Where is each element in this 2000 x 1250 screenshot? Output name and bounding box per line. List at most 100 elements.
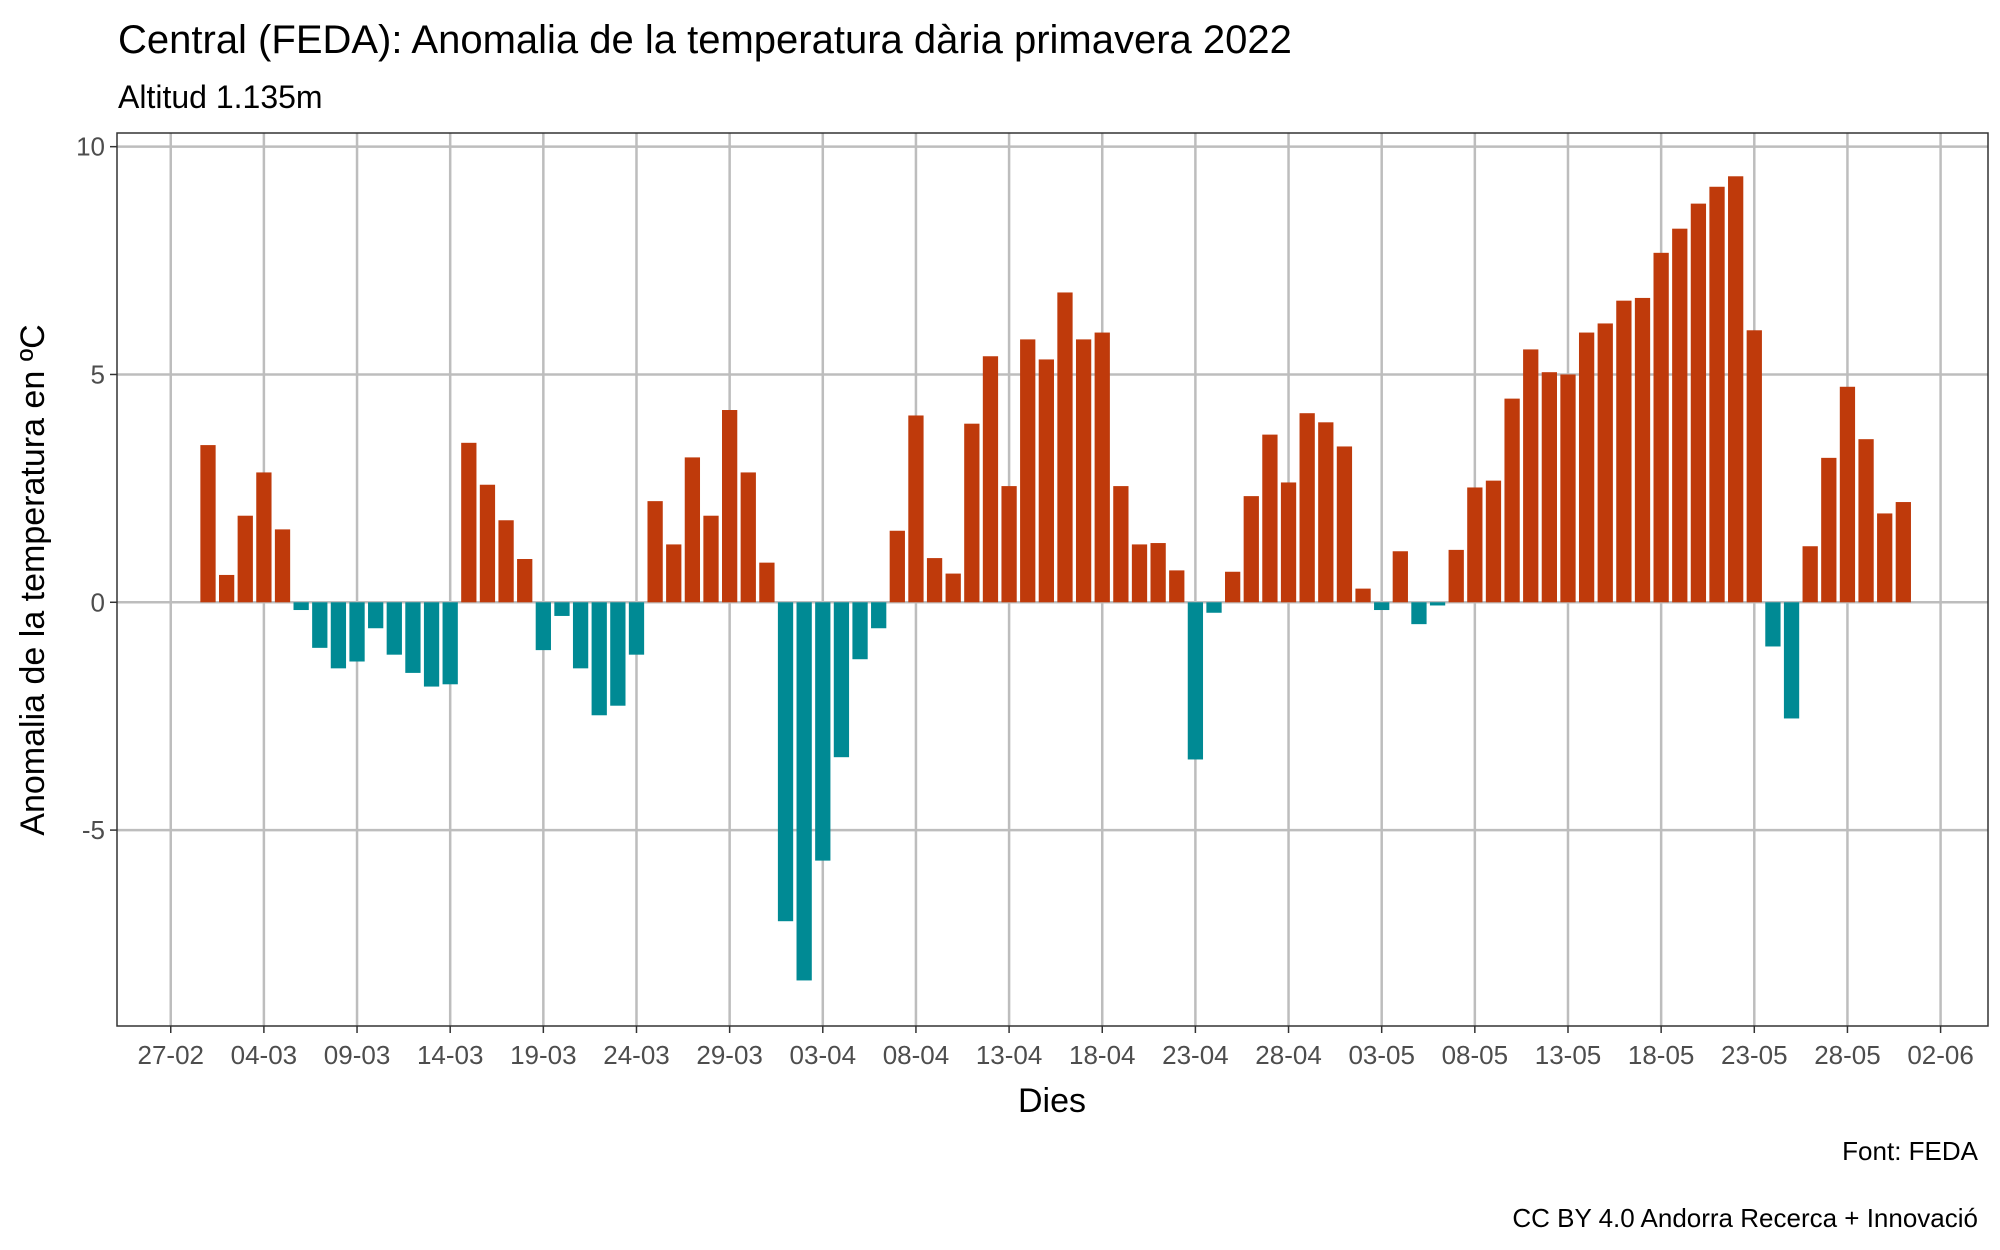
bar-negative [442,602,458,685]
license-caption: CC BY 4.0 Andorra Recerca + Innovació [1512,1203,1978,1233]
bar-positive [1634,297,1651,603]
x-tick-label: 18-04 [1069,1040,1136,1070]
x-tick-label: 28-04 [1255,1040,1322,1070]
bar-negative [833,602,850,758]
bar-positive [759,562,775,603]
bar-positive [1504,398,1520,603]
bar-negative [796,602,812,981]
bar-negative [628,602,645,655]
bar-negative [405,602,421,673]
bar-positive [1839,386,1856,603]
bar-negative [312,602,328,648]
x-tick-label: 03-04 [790,1040,857,1070]
bar-negative [1783,602,1800,719]
x-tick-label: 08-05 [1442,1040,1509,1070]
bar-negative [871,602,887,629]
bar-positive [1225,571,1241,603]
bar-negative [386,602,402,655]
bar-positive [1392,551,1408,603]
bar-positive [722,410,738,603]
bar-negative [852,602,868,660]
plot-panel [116,132,1989,1027]
x-axis: 27-02 04-03 09-03 14-03 19-03 24-03 29-03 03-04… [137,1026,1974,1070]
bar-positive [740,472,756,603]
bar-negative [330,602,347,669]
bar-positive [1243,496,1259,603]
x-axis-label: Dies [1018,1082,1086,1120]
bar-positive [684,457,701,603]
bar-positive [703,515,719,603]
x-tick-label: 28-05 [1814,1040,1881,1070]
bar-positive [1150,543,1166,603]
bar-positive [908,415,924,603]
bar-positive [889,530,905,603]
bar-negative [572,602,589,669]
bar-positive [1038,359,1054,603]
bar-positive [1262,434,1278,603]
y-tick-label: 5 [91,359,105,389]
bar-positive [256,472,272,603]
bar-negative [1765,602,1781,647]
x-tick-label: 13-04 [976,1040,1043,1070]
bar-positive [1895,502,1911,603]
bar-negative [1411,602,1427,625]
bar-positive [1020,339,1036,603]
bar-positive [964,423,980,603]
bar-positive [1616,300,1632,603]
x-tick-label: 18-05 [1628,1040,1695,1070]
bar-positive [1746,330,1762,603]
x-tick-label: 02-06 [1907,1040,1974,1070]
bar-positive [1653,252,1669,603]
bar-positive [926,558,943,603]
bar-negative [1429,602,1446,606]
x-tick-label: 14-03 [417,1040,484,1070]
x-tick-label: 08-04 [883,1040,950,1070]
bar-positive [1541,372,1557,603]
x-tick-label: 23-05 [1721,1040,1788,1070]
bar-negative [423,602,440,687]
bar-positive [1169,570,1185,603]
bar-positive [1578,332,1595,603]
bar-positive [1858,439,1874,603]
bar-positive [479,484,496,603]
bar-positive [1001,486,1017,603]
bar-positive [1448,549,1464,603]
bar-positive [1336,446,1353,603]
bar-positive [218,574,235,603]
bar-positive [1672,228,1688,603]
y-axis: -5 0 5 10 [76,132,117,845]
bar-positive [1467,487,1483,603]
y-tick-label: 10 [76,132,105,162]
y-tick-label: 0 [91,587,105,617]
y-axis-label: Anomalia de la temperatura en ºC [14,324,52,835]
bar-positive [1728,176,1744,603]
bar-negative [293,602,309,611]
bar-positive [1485,480,1502,603]
bar-positive [1709,186,1725,603]
bar-positive [1094,332,1110,603]
bar-positive [237,515,253,603]
bar-negative [554,602,570,616]
bar-positive [1280,482,1297,603]
bar-positive [1113,486,1129,603]
bar-positive [517,558,533,603]
bar-negative [777,602,794,922]
bar-negative [610,602,626,706]
x-tick-label: 09-03 [324,1040,391,1070]
bar-positive [461,442,477,603]
bar-negative [368,602,384,629]
chart-title: Central (FEDA): Anomalia de la temperatu… [118,18,1292,62]
bar-negative [1187,602,1204,760]
bar-positive [1318,422,1334,603]
bar-negative [815,602,831,861]
bar-positive [1690,203,1707,603]
bar-positive [945,573,961,603]
bar-positive [1523,349,1539,603]
bar-positive [1597,323,1613,603]
bar-positive [666,544,682,603]
bar-negative [535,602,551,651]
x-tick-label: 23-04 [1162,1040,1229,1070]
x-tick-label: 27-02 [137,1040,204,1070]
bar-negative [1206,602,1222,613]
